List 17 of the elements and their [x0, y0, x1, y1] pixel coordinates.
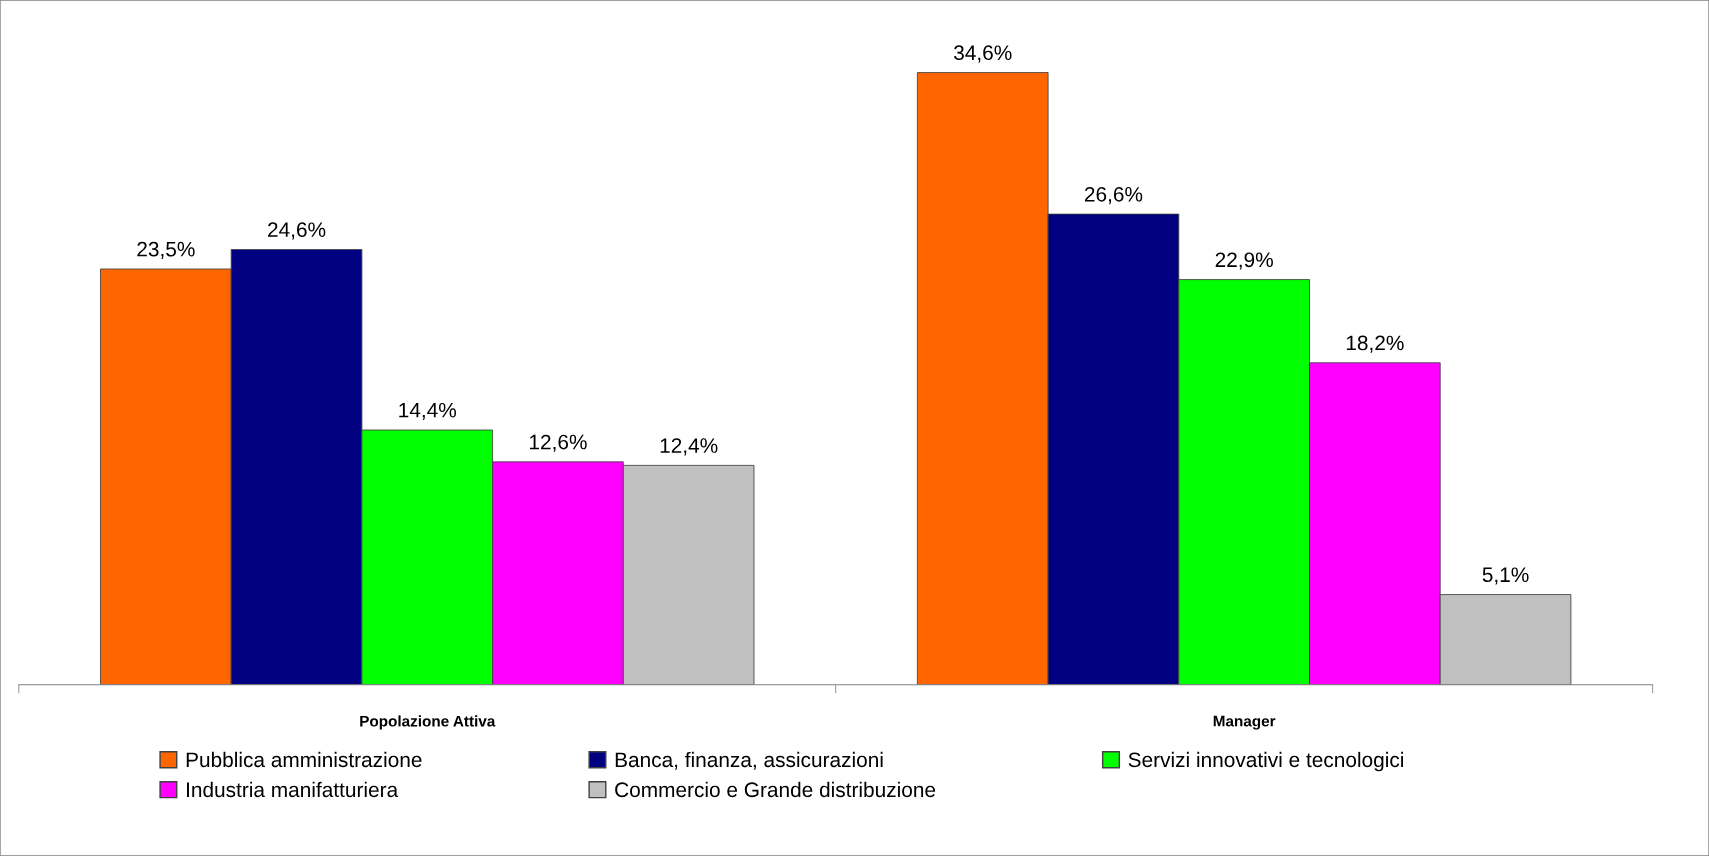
- data-label: 26,6%: [1084, 186, 1143, 205]
- data-label: 34,6%: [954, 45, 1012, 63]
- data-label: 24,6%: [268, 222, 326, 240]
- legend-label: Pubblica amministrazione: [186, 751, 422, 768]
- data-label: 12,4%: [660, 438, 718, 456]
- x-tick-label: Popolazione Attiva: [360, 715, 496, 730]
- data-label: 18,2%: [1346, 335, 1404, 353]
- data-label: 22,9%: [1215, 252, 1273, 270]
- data-label: 5,1%: [1482, 567, 1529, 585]
- data-label: 23,5%: [137, 241, 195, 259]
- legend-label: Commercio e Grande distribuzione: [615, 781, 936, 798]
- legend-label: Servizi innovativi e tecnologici: [1128, 751, 1404, 772]
- x-tick-label: Manager: [1213, 715, 1276, 730]
- data-label: 12,6%: [530, 434, 587, 452]
- legend-label: Banca, finanza, assicurazioni: [615, 751, 883, 770]
- legend-label: Industria manifatturiera: [187, 781, 399, 798]
- data-label: 14,4%: [399, 402, 457, 420]
